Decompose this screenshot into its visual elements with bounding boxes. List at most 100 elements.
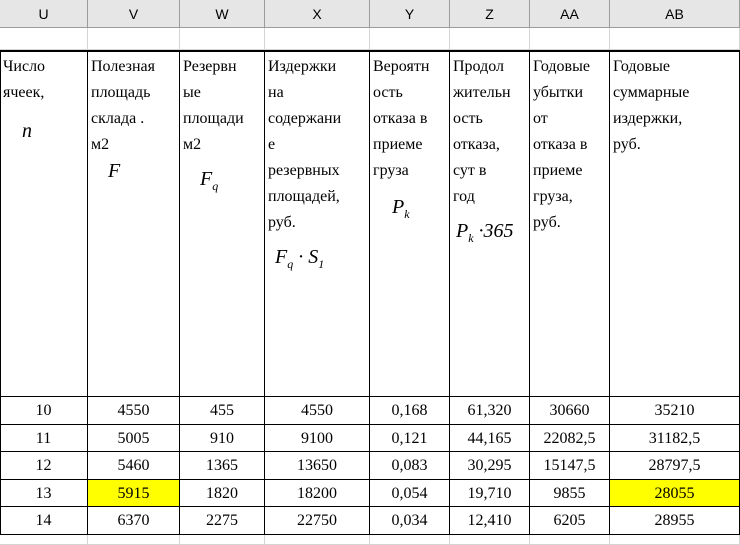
header-text: содержани [268, 110, 342, 127]
header-text: ость [453, 110, 483, 127]
blank-cell [180, 534, 265, 545]
data-cell: 28955 [610, 507, 740, 535]
header-text: руб. [268, 214, 296, 231]
header-text: сут в [453, 162, 487, 179]
formula-part: P [392, 196, 405, 218]
data-cell: 5005 [88, 424, 180, 452]
data-cell: 455 [180, 397, 265, 425]
column-header: V [88, 0, 180, 28]
blank-cell [180, 28, 265, 50]
header-text: Число [3, 58, 46, 75]
formula-part: S [308, 246, 319, 268]
header-text: площади [183, 110, 244, 127]
header-text: руб. [613, 136, 641, 153]
blank-cell [610, 534, 740, 545]
header-text: отказа в [373, 110, 428, 127]
header-text: отказа, [453, 136, 500, 153]
data-cell: 1820 [180, 479, 265, 507]
data-cell: 30660 [530, 397, 610, 425]
header-text: приеме [533, 162, 583, 179]
blank-cell [0, 534, 88, 545]
blank-cell [530, 534, 610, 545]
data-cell: 19,710 [450, 479, 530, 507]
formula-part: F [200, 168, 213, 190]
header-cell: Полезная площадь склада . м2 F [88, 50, 180, 397]
header-cell: Число ячеек, n [0, 50, 88, 397]
header-text: ые [183, 84, 201, 101]
data-cell: 1365 [180, 452, 265, 480]
formula-part: F [275, 246, 288, 268]
header-text: м2 [183, 136, 202, 153]
data-cell: 0,054 [370, 479, 450, 507]
blank-cell [370, 28, 450, 50]
header-text: от [533, 110, 548, 127]
data-cell: 30,295 [450, 452, 530, 480]
data-cell: 6370 [88, 507, 180, 535]
header-text: Резервн [183, 58, 237, 75]
column-header: Y [370, 0, 450, 28]
formula: n [22, 120, 32, 143]
data-cell: 0,168 [370, 397, 450, 425]
column-header: X [265, 0, 370, 28]
header-text: площадей, [268, 188, 340, 205]
blank-cell [265, 28, 370, 50]
data-cell: 2275 [180, 507, 265, 535]
header-cell: Резервн ые площади м2 Fq [180, 50, 265, 397]
header-text: на [268, 84, 284, 101]
formula-subscript: k [468, 231, 474, 245]
blank-cell [88, 28, 180, 50]
formula-subscript: q [212, 179, 219, 193]
data-cell: 10 [0, 397, 88, 425]
data-cell: 15147,5 [530, 452, 610, 480]
blank-cell [88, 534, 180, 545]
header-cell: Продол жительн ость отказа, сут в год Pk ·365 [450, 50, 530, 397]
data-cell: 13 [0, 479, 88, 507]
formula-part: · [293, 246, 309, 268]
formula: Fq [200, 168, 218, 194]
data-cell: 0,083 [370, 452, 450, 480]
formula: Pk [392, 196, 410, 222]
formula-part: F [108, 160, 121, 182]
data-cell: 0,121 [370, 424, 450, 452]
data-cell: 28797,5 [610, 452, 740, 480]
blank-cell [610, 28, 740, 50]
header-text: убытки [533, 84, 584, 101]
header-text: груза, [533, 188, 573, 205]
header-text: руб. [533, 214, 561, 231]
formula: F [108, 160, 120, 183]
header-text: отказа в [533, 136, 588, 153]
formula-part: n [22, 120, 32, 142]
data-cell: 6205 [530, 507, 610, 535]
column-header: Z [450, 0, 530, 28]
header-text: площадь [91, 84, 151, 101]
data-cell: 13650 [265, 452, 370, 480]
formula-part: ·365 [473, 220, 514, 242]
header-cell: Вероятн ость отказа в приеме груза Pk [370, 50, 450, 397]
data-cell: 4550 [265, 397, 370, 425]
data-cell: 910 [180, 424, 265, 452]
data-cell: 12,410 [450, 507, 530, 535]
column-header: U [0, 0, 88, 28]
formula: Fq · S1 [275, 246, 324, 272]
data-cell: 61,320 [450, 397, 530, 425]
column-header: AA [530, 0, 610, 28]
formula-subscript: k [404, 207, 410, 221]
column-header: W [180, 0, 265, 28]
data-cell: 22082,5 [530, 424, 610, 452]
formula-part: P [456, 220, 469, 242]
data-cell: 28055 [610, 479, 740, 507]
header-text: Полезная [91, 58, 155, 75]
data-cell: 11 [0, 424, 88, 452]
blank-cell [265, 534, 370, 545]
data-cell: 4550 [88, 397, 180, 425]
data-cell: 35210 [610, 397, 740, 425]
data-cell: 5915 [88, 479, 180, 507]
data-cell: 31182,5 [610, 424, 740, 452]
header-text: Продол [453, 58, 505, 75]
header-text: груза [373, 162, 409, 179]
data-cell: 14 [0, 507, 88, 535]
header-text: год [453, 188, 475, 205]
header-text: е [268, 136, 276, 153]
header-text: Издержки [268, 58, 337, 75]
header-text: жительн [453, 84, 511, 101]
